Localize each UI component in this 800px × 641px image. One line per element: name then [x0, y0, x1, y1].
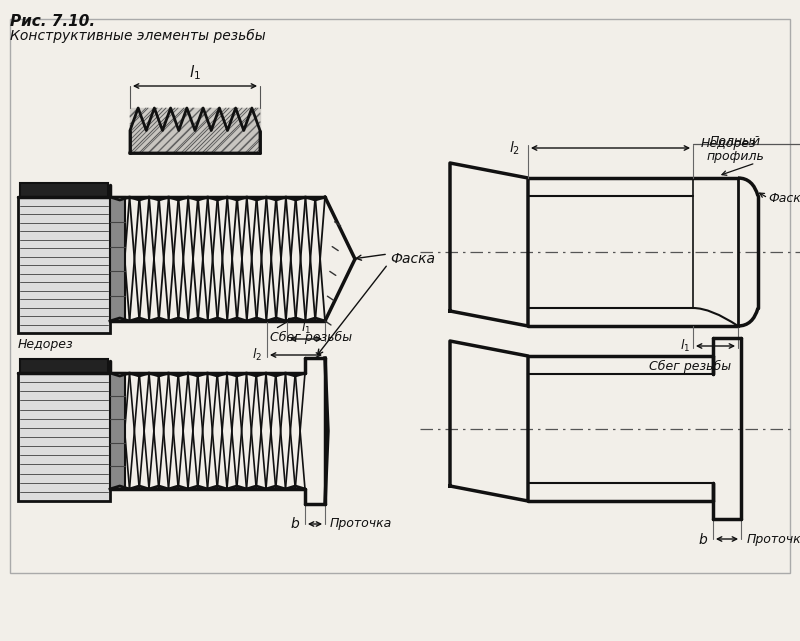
Bar: [110, 373, 125, 489]
Text: $b$: $b$: [698, 531, 708, 547]
Text: $l_1$: $l_1$: [189, 63, 201, 82]
Text: Сбег резьбы: Сбег резьбы: [649, 360, 731, 373]
Bar: [20, 183, 108, 197]
Text: $b$: $b$: [290, 517, 300, 531]
Text: $l_1$: $l_1$: [680, 338, 690, 354]
Text: Фаска: Фаска: [768, 192, 800, 204]
Text: $l_2$: $l_2$: [252, 347, 262, 363]
Text: Недорез: Недорез: [18, 338, 74, 351]
Text: Недорез: Недорез: [701, 138, 757, 151]
Bar: [20, 359, 108, 373]
Bar: [110, 197, 125, 321]
Polygon shape: [130, 108, 260, 153]
Text: Конструктивные элементы резьбы: Конструктивные элементы резьбы: [10, 29, 266, 43]
Bar: [18, 197, 110, 333]
Text: Проточка: Проточка: [330, 517, 392, 531]
Text: Сбег резьбы: Сбег резьбы: [270, 331, 352, 344]
Text: Фаска: Фаска: [390, 252, 435, 266]
Bar: [10, 19, 790, 573]
Bar: [18, 373, 110, 501]
Text: Рис. 7.10.: Рис. 7.10.: [10, 14, 95, 29]
Polygon shape: [130, 108, 260, 153]
Text: Проточка: Проточка: [747, 533, 800, 545]
Text: $l_2$: $l_2$: [509, 139, 520, 156]
Text: $l_1$: $l_1$: [301, 320, 311, 336]
Text: Полный
профиль: Полный профиль: [706, 135, 765, 163]
